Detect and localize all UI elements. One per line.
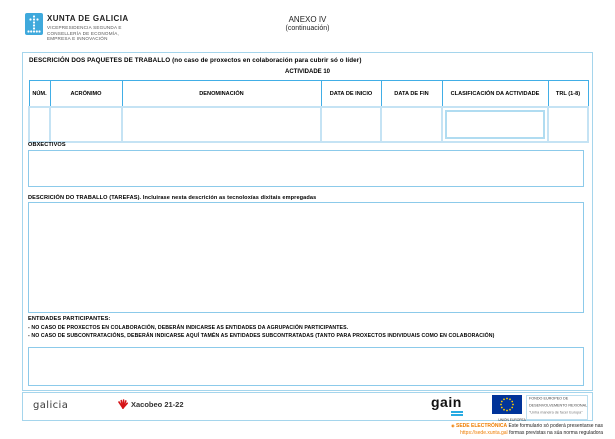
org-subtitle: VICEPRESIDENCIA SEGUNDA E CONSELLERÍA DE… [47,25,129,42]
eu-flag-block: UNIÓN EUROPEA [491,395,526,425]
sede-label: SEDE ELECTRÓNICA [455,423,508,429]
gain-logo-bars-icon [451,411,463,417]
xacobeo-logo: Xacobeo 21-22 [118,399,184,409]
document-title-block: ANEXO IV (continuación) [0,15,615,33]
feder-line-3: "Unha maneira de facer Europa" [529,410,583,415]
eu-flag-label: UNIÓN EUROPEA [498,419,526,423]
work-packages-section: DESCRICIÓN DOS PAQUETES DE TRABALLO (no … [22,52,593,391]
clasificacion-cell [441,106,549,143]
data-fin-field[interactable] [380,106,443,143]
feder-text-block: FONDO EUROPEO DE DESENVOLVEMENTO REXIONA… [526,395,588,420]
section-title: DESCRICIÓN DOS PAQUETES DE TRABALLO (no … [29,57,362,64]
galicia-logo: galicia [33,400,69,411]
sede-url-link[interactable]: https://sede.xunta.gal [460,429,508,436]
data-inicio-field[interactable] [320,106,382,143]
sede-note-2: formas previstas na súa norma reguladora [509,429,603,436]
clasificacion-select-field[interactable] [445,110,545,139]
sede-footnote: ◉ SEDE ELECTRÓNICA Este formulario só po… [451,423,603,436]
entidades-note-2: - NO CASO DE SUBCONTRATACIÓNS, DEBERÁN I… [28,333,495,339]
col-header-clasificacion: CLASIFICACIÓN DA ACTIVIDADE [441,80,549,108]
sede-footnote-line2: https://sede.xunta.gal formas previstas … [451,430,603,437]
col-header-data-inicio: DATA DE INICIO [320,80,382,108]
trl-field[interactable] [547,106,589,143]
gain-logo: gain [431,394,462,410]
work-package-table: NÚM. ACRÓNIMO DENOMINACIÓN DATA DE INICI… [28,80,589,143]
xacobeo-label: Xacobeo 21-22 [131,399,184,409]
footer-logo-band: galicia Xacobeo 21-22 gain [22,392,593,422]
org-name: XUNTA DE GALICIA [47,14,129,23]
descricion-label: DESCRICIÓN DO TRABALLO (TAREFAS). Inclui… [28,195,317,201]
table-row [28,106,589,143]
col-header-denominacion: DENOMINACIÓN [121,80,322,108]
org-identity: XUNTA DE GALICIA VICEPRESIDENCIA SEGUNDA… [47,15,129,42]
sede-footnote-line1: ◉ SEDE ELECTRÓNICA Este formulario só po… [451,423,603,430]
obxectivos-textarea[interactable] [28,150,584,187]
org-subtitle-line1: VICEPRESIDENCIA SEGUNDA E [47,25,122,30]
descricion-textarea[interactable] [28,202,584,313]
sede-icon: ◉ [451,423,455,428]
col-header-trl: TRL (1-8) [547,80,589,108]
feder-line-2: DESENVOLVEMENTO REXIONAL [529,403,588,408]
col-header-num: NÚM. [28,80,51,108]
entidades-textarea[interactable] [28,347,584,386]
document-title: ANEXO IV [288,15,327,24]
org-subtitle-line2: CONSELLERÍA DE ECONOMÍA, [47,30,119,36]
activity-label: ACTIVIDADE 10 [284,69,330,75]
col-header-acronimo: ACRÓNIMO [49,80,123,108]
xacobeo-shell-icon [118,399,128,409]
org-subtitle-line3: EMPRESA E INNOVACIÓN [47,36,108,42]
feder-line-1: FONDO EUROPEO DE [529,397,569,401]
col-header-data-fin: DATA DE FIN [380,80,443,108]
table-header-row: NÚM. ACRÓNIMO DENOMINACIÓN DATA DE INICI… [28,80,589,108]
acronimo-field[interactable] [49,106,123,143]
entidades-note-1: - NO CASO DE PROXECTOS EN COLABORACIÓN, … [28,325,349,331]
document-subtitle: (continuación) [285,24,330,32]
sede-note-1: Este formulario só poderá presentarse na… [508,423,604,429]
xunta-de-galicia-logo-icon [25,13,43,35]
obxectivos-label: OBXECTIVOS [28,142,66,148]
denominacion-field[interactable] [121,106,322,143]
num-field[interactable] [28,106,51,143]
entidades-label: ENTIDADES PARTICIPANTES: [28,316,111,322]
eu-flag-icon [492,395,522,414]
